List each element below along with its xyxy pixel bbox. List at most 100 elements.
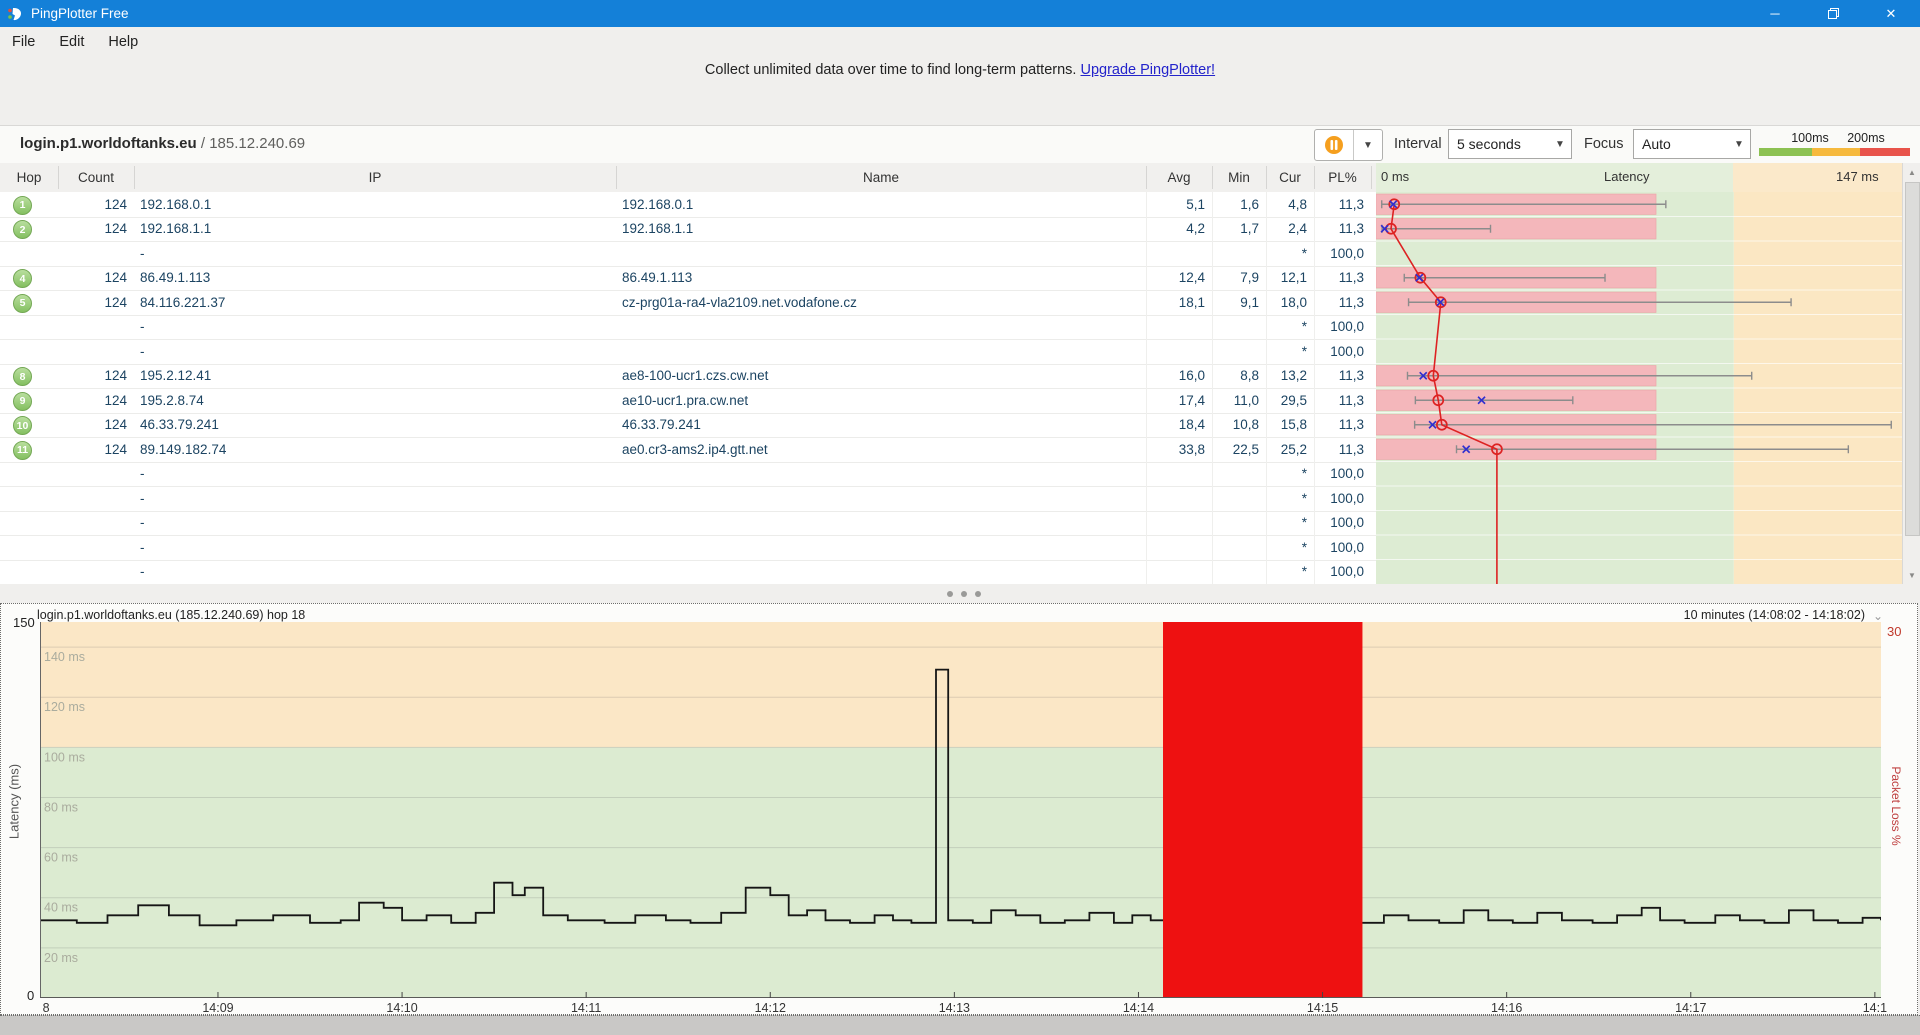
- target-bar: login.p1.worldoftanks.eu / 185.12.240.69…: [0, 125, 1920, 164]
- name-cell: ae0.cr3-ams2.ip4.gtt.net: [622, 441, 768, 457]
- ip-cell: -: [140, 564, 145, 580]
- menu-edit[interactable]: Edit: [59, 34, 85, 50]
- ip-cell: -: [140, 245, 145, 261]
- menu-bar: File Edit Help: [0, 27, 1920, 57]
- focus-label: Focus: [1584, 136, 1624, 152]
- target-ip: 185.12.240.69: [209, 135, 306, 152]
- xaxis-tick-label: 14:09: [202, 1001, 234, 1015]
- table-row[interactable]: 8 124 195.2.12.41 ae8-100-ucr1.czs.cw.net 16…: [0, 364, 1376, 389]
- avg-cell: 4,2: [1186, 221, 1205, 237]
- count-cell: 124: [104, 294, 127, 310]
- ip-cell: 84.116.221.37: [140, 294, 226, 310]
- count-cell: 124: [104, 270, 127, 286]
- count-cell: 124: [104, 392, 127, 408]
- menu-file[interactable]: File: [12, 34, 36, 50]
- name-cell: ae10-ucr1.pra.cw.net: [622, 392, 749, 408]
- cur-cell: *: [1301, 564, 1307, 580]
- yaxis-min-label: 0: [27, 988, 35, 1003]
- col-header-latency[interactable]: 0 ms Latency 147 ms: [1376, 163, 1902, 192]
- cur-cell: 2,4: [1288, 221, 1307, 237]
- count-cell: 124: [104, 221, 127, 237]
- svg-text:140 ms: 140 ms: [44, 650, 85, 664]
- table-row[interactable]: 9 124 195.2.8.74 ae10-ucr1.pra.cw.net 17,4 11…: [0, 388, 1376, 414]
- hop-badge: 11: [13, 440, 32, 460]
- min-cell: 7,9: [1240, 270, 1259, 286]
- table-row[interactable]: 4 124 86.49.1.113 86.49.1.113 12,4 7,9 12,1 11,…: [0, 266, 1376, 291]
- interval-select[interactable]: 5 seconds ▼: [1448, 129, 1572, 159]
- ip-cell: -: [140, 515, 145, 531]
- hop-badge: 4: [13, 269, 32, 288]
- count-cell: 124: [104, 441, 127, 457]
- min-cell: 9,1: [1240, 294, 1259, 310]
- cur-cell: 4,8: [1288, 196, 1307, 212]
- table-row[interactable]: - * 100,0: [0, 511, 1376, 536]
- col-header-ip[interactable]: IP: [368, 170, 382, 185]
- table-scrollbar[interactable]: ▲ ▼: [1902, 163, 1920, 584]
- table-row[interactable]: 10 124 46.33.79.241 46.33.79.241 18,4 10,8 15,…: [0, 413, 1376, 438]
- scroll-down-icon[interactable]: ▼: [1908, 570, 1916, 580]
- menu-help[interactable]: Help: [108, 34, 139, 50]
- minimize-button[interactable]: ─: [1770, 6, 1780, 21]
- hop-badge: 9: [13, 391, 32, 411]
- ip-cell: -: [140, 319, 145, 335]
- table-row[interactable]: - * 100,0: [0, 339, 1376, 365]
- pl-cell: 100,0: [1330, 515, 1364, 531]
- xaxis-tick-label: 14:10: [386, 1001, 418, 1015]
- name-cell: 86.49.1.113: [622, 270, 693, 286]
- cur-cell: 18,0: [1280, 294, 1307, 310]
- table-row[interactable]: 11 124 89.149.182.74 ae0.cr3-ams2.ip4.gtt.n…: [0, 437, 1376, 463]
- timeline-panel[interactable]: login.p1.worldoftanks.eu (185.12.240.69)…: [0, 603, 1918, 1015]
- pause-dropdown-button[interactable]: ▼: [1363, 139, 1373, 151]
- ip-cell: 89.149.182.74: [140, 441, 227, 457]
- scroll-up-icon[interactable]: ▲: [1908, 167, 1916, 177]
- pl-cell: 11,3: [1338, 196, 1364, 212]
- pingplotter-logo-icon: [7, 6, 23, 22]
- cur-cell: *: [1301, 319, 1307, 335]
- col-header-hop[interactable]: Hop: [16, 170, 42, 185]
- table-row[interactable]: - * 100,0: [0, 241, 1376, 267]
- xaxis-tick-label: 14:14: [1122, 1001, 1155, 1015]
- timeline-chevron-icon[interactable]: ⌄: [1872, 609, 1883, 623]
- cur-cell: *: [1301, 490, 1307, 506]
- upgrade-link[interactable]: Upgrade PingPlotter!: [1080, 62, 1216, 78]
- pl-cell: 11,3: [1338, 221, 1364, 237]
- svg-text:60 ms: 60 ms: [44, 851, 78, 865]
- col-header-pl[interactable]: PL%: [1328, 170, 1357, 185]
- table-row[interactable]: 2 124 192.168.1.1 192.168.1.1 4,2 1,7 2,4 11,3: [0, 217, 1376, 242]
- table-row[interactable]: - * 100,0: [0, 560, 1376, 585]
- col-header-count[interactable]: Count: [77, 170, 115, 185]
- name-cell: 192.168.1.1: [622, 221, 694, 237]
- pause-icon: [1325, 136, 1343, 154]
- avg-cell: 16,0: [1178, 368, 1205, 384]
- avg-cell: 5,1: [1186, 196, 1205, 212]
- table-row[interactable]: - * 100,0: [0, 315, 1376, 340]
- svg-text:80 ms: 80 ms: [44, 800, 78, 814]
- table-row[interactable]: - * 100,0: [0, 462, 1376, 487]
- cur-cell: *: [1301, 515, 1307, 531]
- legend-200ms-label: 200ms: [1847, 131, 1885, 145]
- cur-cell: *: [1301, 245, 1307, 261]
- table-row[interactable]: 5 124 84.116.221.37 cz-prg01a-ra4-vla2109.n…: [0, 290, 1376, 316]
- count-cell: 124: [104, 368, 127, 384]
- focus-select[interactable]: Auto ▼: [1633, 129, 1751, 159]
- col-header-avg[interactable]: Avg: [1167, 170, 1191, 185]
- pl-cell: 11,3: [1338, 417, 1364, 433]
- col-header-name[interactable]: Name: [862, 170, 899, 185]
- cur-cell: 25,2: [1280, 441, 1307, 457]
- table-row[interactable]: - * 100,0: [0, 486, 1376, 512]
- ip-cell: 46.33.79.241: [140, 417, 219, 433]
- table-row[interactable]: - * 100,0: [0, 535, 1376, 561]
- name-cell: cz-prg01a-ra4-vla2109.net.vodafone.cz: [622, 294, 857, 310]
- panel-splitter[interactable]: [0, 584, 1920, 603]
- cur-cell: 29,5: [1280, 392, 1307, 408]
- timeline-range: 10 minutes (14:08:02 - 14:18:02): [1683, 608, 1865, 622]
- scrollbar-thumb[interactable]: [1905, 182, 1920, 536]
- timeline-plot[interactable]: 140 ms 120 ms 100 ms 80 ms 60 ms 40 ms 20 ms: [40, 622, 1882, 998]
- restore-button[interactable]: [1804, 0, 1862, 27]
- col-header-min[interactable]: Min: [1228, 170, 1250, 185]
- chevron-down-icon: ▼: [1734, 138, 1744, 150]
- pause-button[interactable]: [1315, 130, 1354, 160]
- col-header-cur[interactable]: Cur: [1279, 170, 1301, 185]
- close-button[interactable]: ✕: [1885, 5, 1897, 21]
- table-row[interactable]: 1 124 192.168.0.1 192.168.0.1 5,1 1,6 4,8 11,3: [0, 192, 1376, 218]
